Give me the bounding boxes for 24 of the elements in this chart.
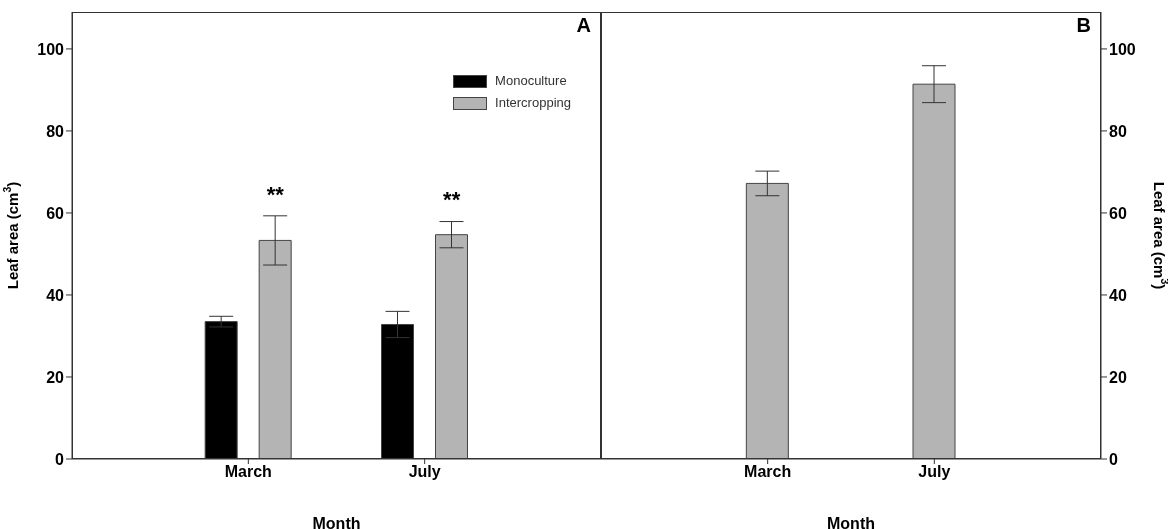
chart-title: B — [1076, 14, 1091, 37]
legend-label: Intercropping — [495, 94, 571, 112]
x-tick-label: March — [744, 463, 792, 481]
y2-tick-label: 80 — [1109, 122, 1127, 140]
x-axis-title: Month — [827, 515, 875, 529]
annotation: ** — [266, 181, 285, 207]
y2-tick-label: 0 — [1109, 450, 1118, 468]
x-axis-title: Month — [312, 515, 361, 529]
y2-tick-label: 20 — [1109, 368, 1127, 386]
y2-tick-label: 100 — [1109, 40, 1136, 58]
y-tick-label: 80 — [46, 122, 65, 140]
y-tick-label: 100 — [37, 40, 65, 58]
x-tick-label: July — [408, 463, 441, 481]
y-tick-label: 20 — [46, 368, 65, 386]
legend-label: Monoculture — [495, 72, 567, 90]
y-tick-label: 60 — [46, 204, 65, 222]
y-tick-label: 40 — [46, 286, 65, 304]
y2-tick-label: 40 — [1109, 286, 1127, 304]
x-tick-label: March — [224, 463, 272, 481]
chart-title: A — [576, 14, 591, 37]
y2-tick-label: 60 — [1109, 204, 1127, 222]
y-tick-label: 0 — [55, 450, 65, 468]
annotation: ** — [443, 187, 461, 213]
x-tick-label: July — [918, 463, 951, 481]
